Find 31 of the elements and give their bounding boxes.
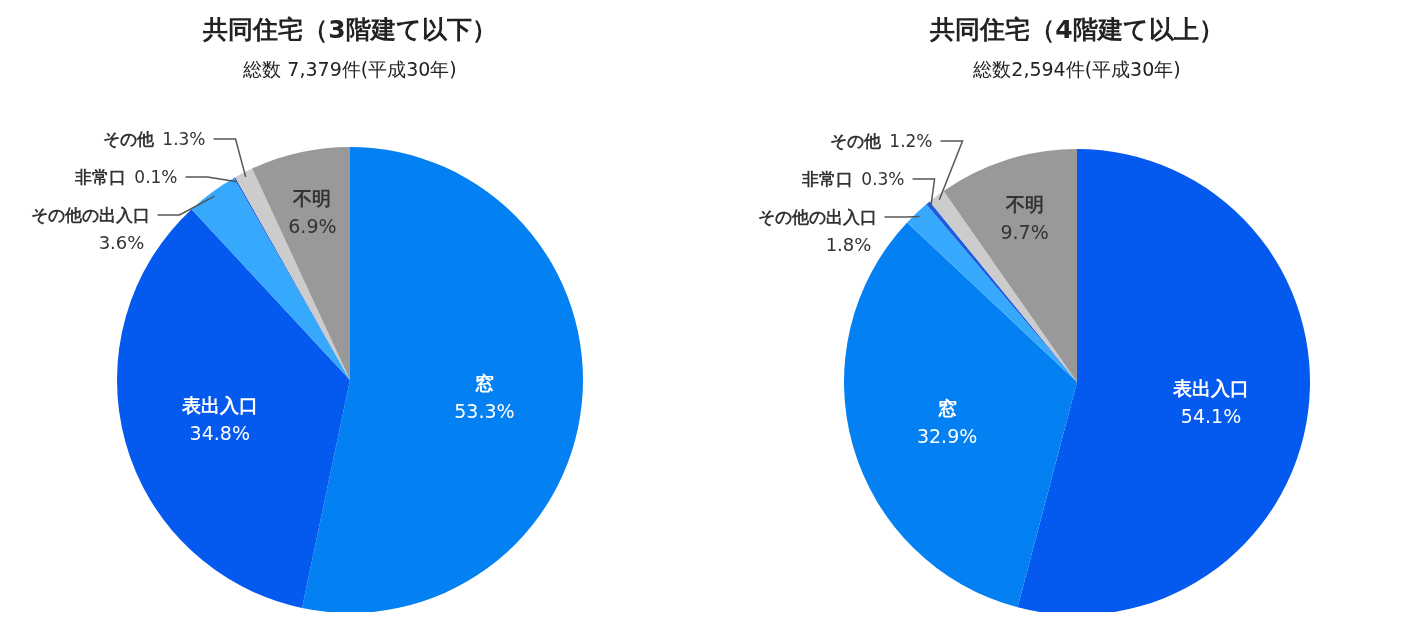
data-label: 54.1%: [1180, 405, 1242, 428]
data-label: 3.6%: [98, 232, 145, 253]
slice-label: 非常口: [74, 167, 127, 187]
data-label: 1.8%: [825, 234, 872, 255]
data-label: 32.9%: [916, 425, 978, 448]
pie-slice: [943, 149, 1077, 382]
chart-subtitle: 総数 7,379件(平成30年): [242, 58, 457, 80]
chart-title: 共同住宅（4階建て以上）: [929, 15, 1224, 44]
data-label: 1.2%: [889, 131, 933, 151]
slice-label: その他の出入口: [757, 207, 877, 227]
pie-slice: [252, 147, 350, 380]
slice-label: 不明: [292, 187, 332, 210]
slice-label: その他: [103, 129, 156, 149]
data-label: 53.3%: [454, 399, 515, 422]
slice-label: 窓: [937, 397, 957, 420]
slice-label: 非常口: [801, 169, 854, 189]
slice-label: 窓: [474, 371, 494, 394]
data-label: 6.9%: [288, 215, 337, 238]
slice-label: 表出入口: [1172, 377, 1250, 400]
pie-slice: [191, 177, 350, 380]
chart-title: 共同住宅（3階建て以下）: [202, 15, 497, 44]
data-label: 9.7%: [1000, 221, 1049, 244]
data-label: 34.8%: [189, 422, 250, 445]
data-label: 0.1%: [134, 167, 178, 187]
slice-label: その他の出入口: [30, 205, 150, 225]
data-label: 0.3%: [861, 169, 905, 189]
slice-label: 表出入口: [180, 394, 258, 417]
data-label: 1.3%: [162, 129, 206, 149]
chart-subtitle: 総数2,594件(平成30年): [972, 58, 1181, 80]
slice-label: 不明: [1004, 193, 1044, 216]
slice-label: その他: [830, 131, 883, 151]
